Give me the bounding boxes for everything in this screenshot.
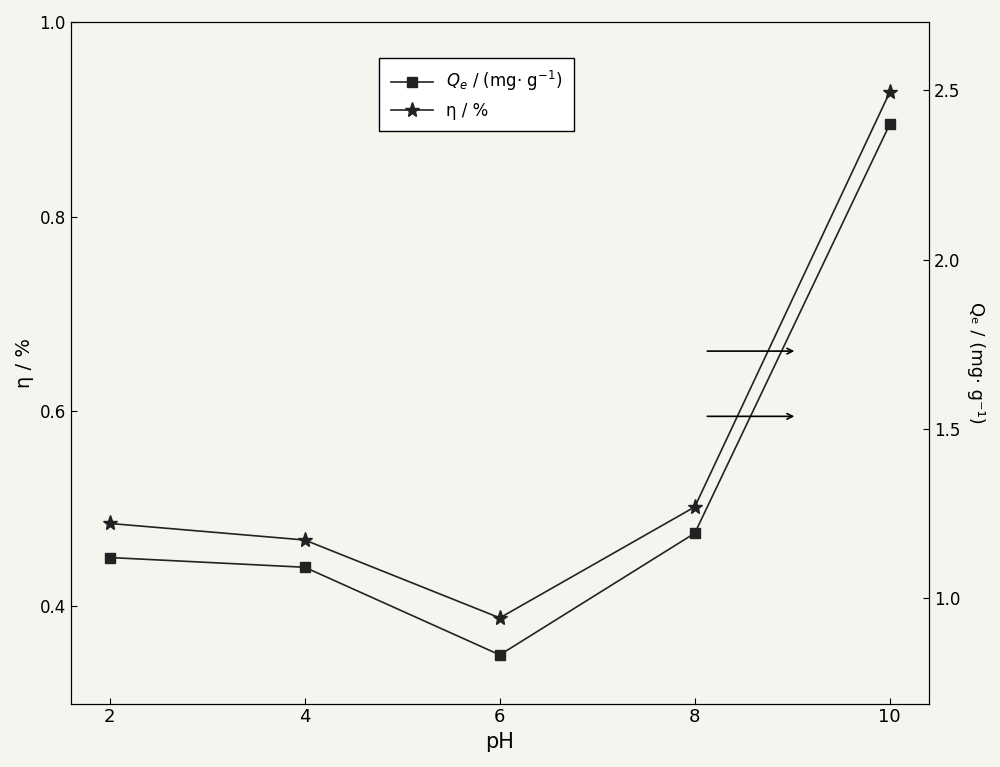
η / % [494,614,506,623]
η / % [299,535,311,545]
$Q_e$ / (mg· g$^{-1}$) [884,120,896,129]
X-axis label: pH: pH [485,732,514,752]
η / % [104,518,116,528]
$Q_e$ / (mg· g$^{-1}$) [104,553,116,562]
$Q_e$ / (mg· g$^{-1}$) [299,563,311,572]
$Q_e$ / (mg· g$^{-1}$) [689,528,701,538]
η / % [689,502,701,512]
Y-axis label: η / %: η / % [15,337,34,388]
η / % [884,87,896,97]
Y-axis label: Qₑ / (mg· g⁻¹): Qₑ / (mg· g⁻¹) [967,302,985,423]
$Q_e$ / (mg· g$^{-1}$) [494,650,506,660]
Line: $Q_e$ / (mg· g$^{-1}$): $Q_e$ / (mg· g$^{-1}$) [105,120,895,660]
Line: η / %: η / % [102,84,897,626]
Legend: $Q_e$ / (mg· g$^{-1}$), η / %: $Q_e$ / (mg· g$^{-1}$), η / % [379,58,574,131]
